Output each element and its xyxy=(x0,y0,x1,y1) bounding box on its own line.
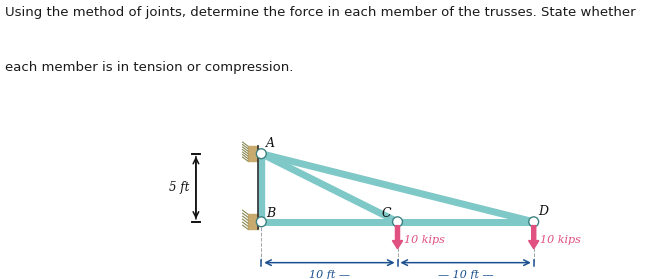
Circle shape xyxy=(256,217,266,227)
Bar xyxy=(248,146,258,161)
Text: — 10 ft —: — 10 ft — xyxy=(438,270,493,279)
FancyArrow shape xyxy=(529,226,539,249)
Circle shape xyxy=(256,149,266,158)
Text: 5 ft: 5 ft xyxy=(169,181,189,194)
Text: D: D xyxy=(539,205,548,218)
Bar xyxy=(258,154,264,222)
Circle shape xyxy=(529,217,539,227)
Circle shape xyxy=(258,218,265,225)
Text: Using the method of joints, determine the force in each member of the trusses. S: Using the method of joints, determine th… xyxy=(5,6,636,19)
Text: C: C xyxy=(381,207,391,220)
Text: A: A xyxy=(266,137,275,150)
Circle shape xyxy=(258,150,265,157)
Text: 10 ft —: 10 ft — xyxy=(309,270,350,279)
Circle shape xyxy=(392,217,402,227)
FancyArrow shape xyxy=(392,226,403,249)
Text: 10 kips: 10 kips xyxy=(540,235,581,245)
Bar xyxy=(248,214,258,229)
Text: each member is in tension or compression.: each member is in tension or compression… xyxy=(5,61,294,74)
Circle shape xyxy=(530,218,537,225)
Text: 10 kips: 10 kips xyxy=(403,235,445,245)
Circle shape xyxy=(394,218,401,225)
Text: B: B xyxy=(266,207,276,220)
